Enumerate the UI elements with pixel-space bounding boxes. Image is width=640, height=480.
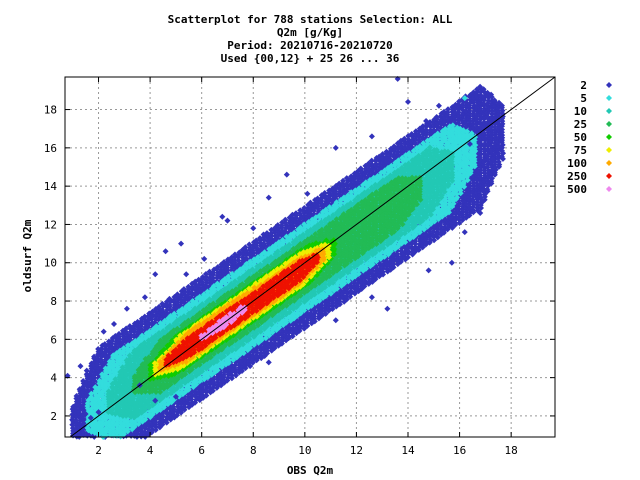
title-line-3: Period: 20210716-20210720 [227,39,393,52]
density-point [80,378,87,385]
density-point [185,283,192,290]
density-point [199,392,206,399]
density-point [180,286,187,293]
density-point [199,279,206,286]
chart-title: Scatterplot for 788 stations Selection: … [168,13,453,65]
density-point [166,295,173,302]
density-point [141,313,148,320]
density-point [203,392,210,399]
density-point [91,353,98,360]
density-point [159,416,166,423]
density-point [83,371,90,378]
density-point [174,291,181,298]
density-point [134,318,141,325]
density-point [199,274,206,281]
title-line-2: Q2m [g/Kg] [277,26,343,39]
density-point [189,284,196,291]
density-point [73,417,80,424]
density-point [101,341,108,348]
title-line-4: Used {00,12} + 25 26 ... 36 [221,52,400,65]
density-point [170,404,177,411]
density-points [69,83,507,440]
density-point [123,328,130,335]
density-point [73,392,80,399]
density-point [116,330,123,337]
density-point [159,300,166,307]
density-point [156,303,163,310]
density-point [83,367,90,374]
title-line-1: Scatterplot for 788 stations Selection: … [168,13,453,26]
density-point [202,271,209,278]
